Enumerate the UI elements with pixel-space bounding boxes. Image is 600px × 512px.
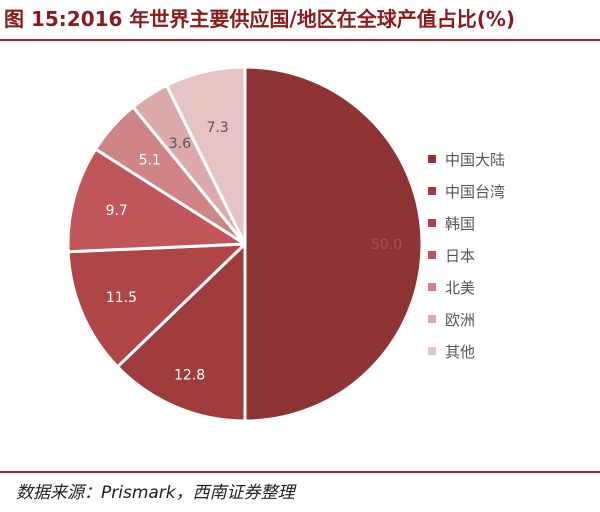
pie-slice-7: [165, 65, 247, 246]
pie-data-label-1: 50.0: [371, 237, 402, 253]
pie-data-label-3: 11.5: [106, 290, 137, 306]
legend-item-7: 其他: [428, 335, 588, 367]
legend-label: 日本: [445, 246, 476, 265]
pie-slice-1: [243, 65, 424, 423]
legend-label: 中国台湾: [445, 182, 506, 201]
data-source-note: 数据来源：Prismark，西南证券整理: [16, 483, 295, 503]
pie-slice-2: [116, 242, 247, 423]
legend-swatch: [428, 187, 436, 195]
legend-swatch: [428, 251, 436, 259]
legend-label: 北美: [445, 278, 476, 297]
legend-item-1: 中国大陆: [428, 143, 588, 175]
top-divider: [0, 39, 600, 41]
legend-swatch: [428, 315, 436, 323]
chart-legend: 中国大陆中国台湾韩国日本北美欧洲其他: [428, 143, 588, 367]
legend-item-4: 日本: [428, 239, 588, 271]
pie-chart: 50.0 12.8 11.5 9.7 5.1 3.6 7.3: [66, 65, 424, 423]
legend-label: 中国大陆: [445, 150, 506, 169]
pie-data-labels: 50.0 12.8 11.5 9.7 5.1 3.6 7.3: [106, 120, 403, 383]
pie-slice-3: [66, 242, 247, 369]
legend-item-5: 北美: [428, 271, 588, 303]
legend-item-6: 欧洲: [428, 303, 588, 335]
legend-label: 其他: [445, 342, 476, 361]
legend-swatch: [428, 219, 436, 227]
pie-slices: [66, 65, 424, 423]
figure-title: 图 15:2016 年世界主要供应国/地区在全球产值占比(%): [4, 7, 516, 31]
legend-label: 欧洲: [445, 310, 476, 329]
legend-swatch: [428, 347, 436, 355]
pie-data-label-2: 12.8: [174, 367, 205, 383]
legend-label: 韩国: [445, 214, 476, 233]
pie-slice-4: [66, 147, 247, 254]
pie-data-label-4: 9.7: [106, 203, 128, 219]
legend-item-3: 韩国: [428, 207, 588, 239]
legend-item-2: 中国台湾: [428, 175, 588, 207]
bottom-divider: [0, 471, 600, 473]
legend-swatch: [428, 283, 436, 291]
pie-data-label-6: 3.6: [169, 136, 191, 152]
pie-data-label-7: 7.3: [206, 120, 228, 136]
legend-swatch: [428, 155, 436, 163]
pie-data-label-5: 5.1: [139, 152, 161, 168]
